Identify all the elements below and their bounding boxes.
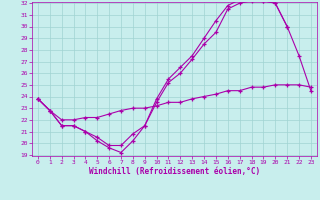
X-axis label: Windchill (Refroidissement éolien,°C): Windchill (Refroidissement éolien,°C) [89,167,260,176]
